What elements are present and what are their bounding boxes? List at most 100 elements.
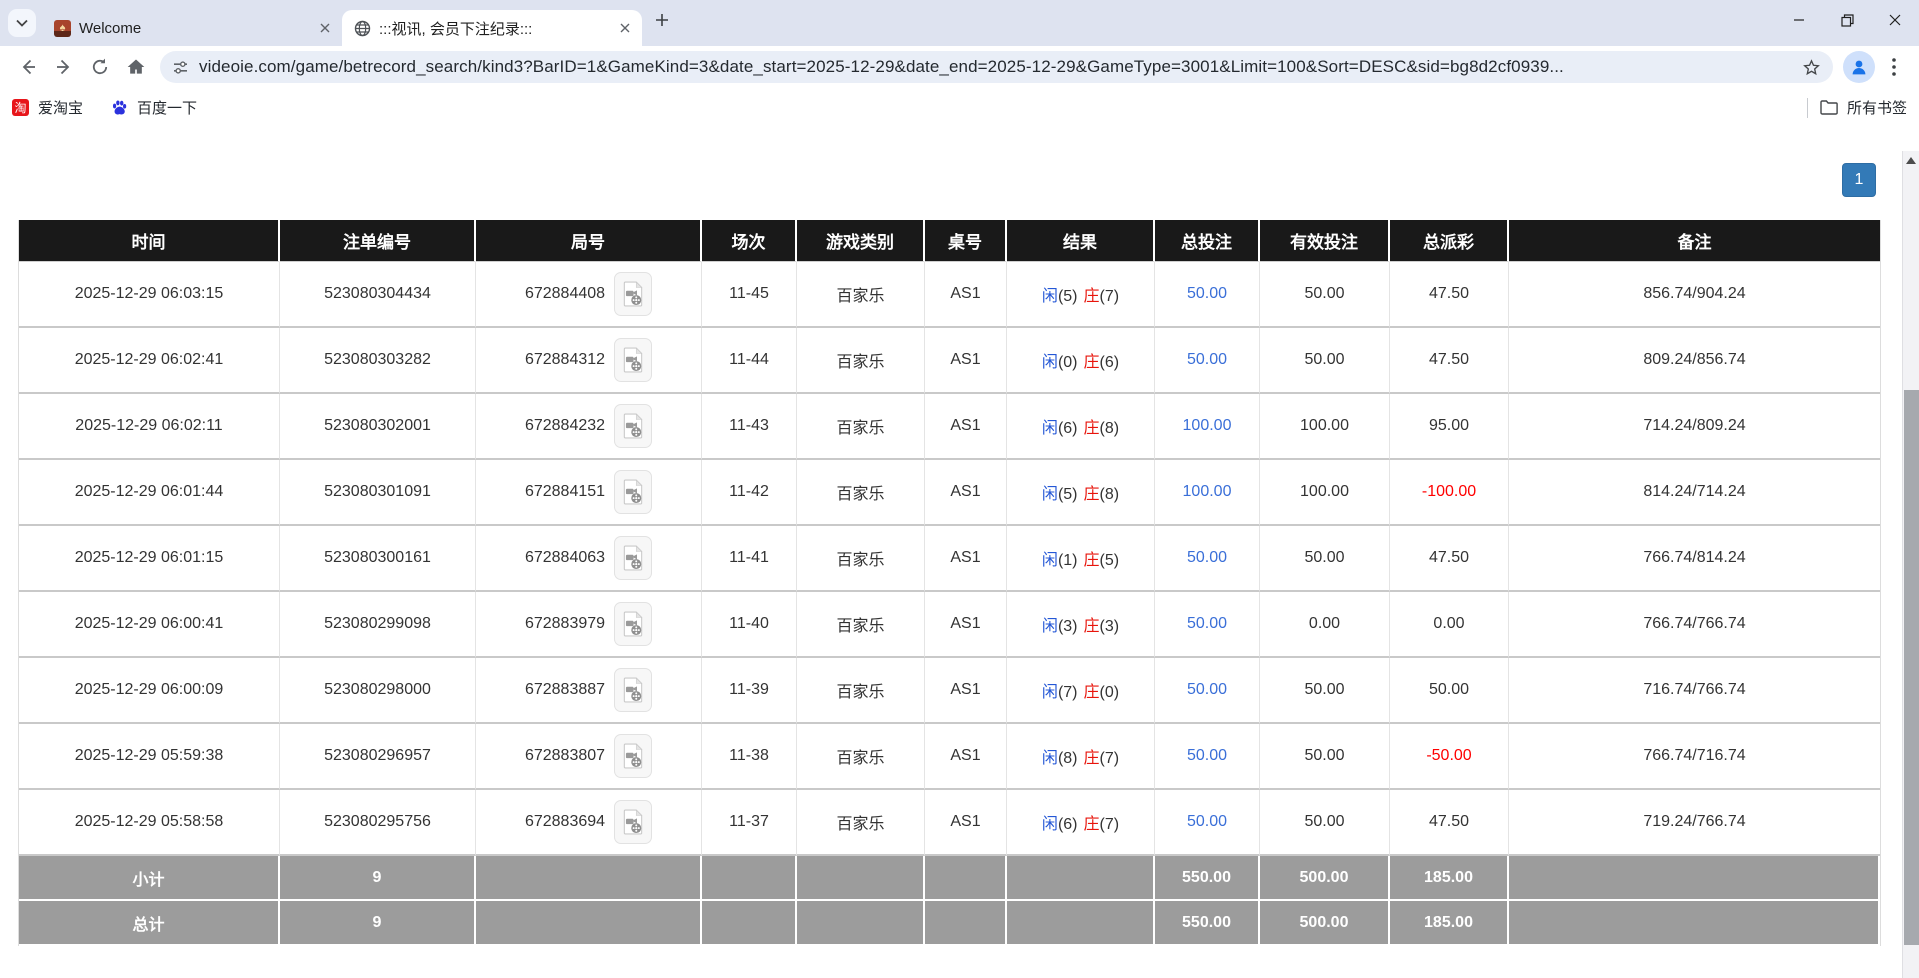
minimize-button[interactable] <box>1775 0 1823 40</box>
vertical-scrollbar[interactable] <box>1902 151 1919 978</box>
summary-row: 小计 9 550.00 500.00 185.00 <box>19 856 1880 901</box>
remark-cell: 766.74/766.74 <box>1509 592 1880 658</box>
table-row: 2025-12-29 05:58:58 523080295756 6728836… <box>19 790 1880 856</box>
summary-empty-cell <box>797 856 925 901</box>
total-bet-cell[interactable]: 50.00 <box>1155 724 1260 790</box>
time-cell: 2025-12-29 06:03:15 <box>19 262 280 328</box>
browser-menu-button[interactable] <box>1879 49 1909 85</box>
taobao-icon: 淘 <box>12 99 29 116</box>
person-icon <box>1852 60 1866 75</box>
summary-label-cell: 总计 <box>19 901 280 946</box>
scrollbar-thumb[interactable] <box>1904 390 1919 945</box>
total-bet-cell[interactable]: 50.00 <box>1155 790 1260 856</box>
column-header: 时间 <box>19 220 280 262</box>
home-button[interactable] <box>118 49 154 85</box>
bookmark-baidu[interactable]: 百度一下 <box>111 97 197 118</box>
back-icon <box>22 59 35 75</box>
payout-cell: -50.00 <box>1390 724 1509 790</box>
column-header: 桌号 <box>925 220 1007 262</box>
profile-avatar[interactable] <box>1843 51 1875 83</box>
summary-empty-cell <box>702 901 797 946</box>
table-number-cell: AS1 <box>925 328 1007 394</box>
game-type-cell: 百家乐 <box>797 592 925 658</box>
remark-cell: 766.74/716.74 <box>1509 724 1880 790</box>
valid-bet-cell: 0.00 <box>1260 592 1390 658</box>
summary-total-bet-cell: 550.00 <box>1155 856 1260 901</box>
video-replay-button[interactable] <box>614 668 653 712</box>
video-replay-button[interactable] <box>614 272 653 316</box>
payout-cell: 0.00 <box>1390 592 1509 658</box>
bookmark-taobao[interactable]: 淘 爱淘宝 <box>12 97 83 118</box>
game-type-cell: 百家乐 <box>797 658 925 724</box>
video-replay-button[interactable] <box>614 800 653 844</box>
bookmark-label: 爱淘宝 <box>38 100 84 117</box>
banker-result-value: (0) <box>1099 684 1120 701</box>
tab-welcome[interactable]: ♠ Welcome <box>42 10 342 46</box>
scrollbar-up-button[interactable] <box>1903 151 1919 169</box>
baidu-paw-icon <box>112 100 127 115</box>
forward-button[interactable] <box>46 49 82 85</box>
video-replay-button[interactable] <box>614 470 653 514</box>
tab-close-icon[interactable] <box>616 19 634 37</box>
session-cell: 11-45 <box>702 262 797 328</box>
all-bookmarks-button[interactable]: 所有书签 <box>1820 97 1907 118</box>
total-bet-cell[interactable]: 50.00 <box>1155 262 1260 328</box>
round-number: 672884063 <box>524 549 606 566</box>
pagination-page-1-button[interactable]: 1 <box>1842 163 1876 197</box>
tab-search-button[interactable] <box>8 9 36 37</box>
total-bet-cell[interactable]: 50.00 <box>1155 526 1260 592</box>
summary-empty-cell <box>476 901 702 946</box>
banker-result-value: (5) <box>1099 552 1120 569</box>
video-replay-button[interactable] <box>614 734 653 778</box>
table-row: 2025-12-29 06:00:09 523080298000 6728838… <box>19 658 1880 724</box>
three-dot-menu-icon <box>1892 58 1896 76</box>
summary-valid-bet-cell: 500.00 <box>1260 856 1390 901</box>
bet-id-cell: 523080300161 <box>280 526 476 592</box>
tab-close-icon[interactable] <box>316 19 334 37</box>
remark-cell: 766.74/814.24 <box>1509 526 1880 592</box>
total-bet-cell[interactable]: 50.00 <box>1155 658 1260 724</box>
banker-result-label: 庄 <box>1083 684 1100 701</box>
player-result-value: (5) <box>1057 288 1078 305</box>
total-bet-cell[interactable]: 100.00 <box>1155 460 1260 526</box>
round-number: 672884151 <box>524 483 606 500</box>
round-cell: 672883807 <box>476 724 702 790</box>
banker-result-value: (7) <box>1099 816 1120 833</box>
table-number-cell: AS1 <box>925 262 1007 328</box>
video-replay-button[interactable] <box>614 536 653 580</box>
bookmark-star-icon[interactable] <box>1802 58 1821 77</box>
video-replay-button[interactable] <box>614 338 653 382</box>
new-tab-button[interactable] <box>648 6 676 34</box>
remark-cell: 716.74/766.74 <box>1509 658 1880 724</box>
all-bookmarks-label: 所有书签 <box>1846 100 1907 117</box>
welcome-favicon-icon: ♠ <box>54 19 71 37</box>
url-text: videoie.com/game/betrecord_search/kind3?… <box>199 57 1564 76</box>
reload-button[interactable] <box>82 49 118 85</box>
column-header: 备注 <box>1509 220 1880 262</box>
player-result-label: 闲 <box>1041 354 1058 371</box>
back-button[interactable] <box>10 49 46 85</box>
tab-bet-record[interactable]: :::视讯, 会员下注纪录::: <box>342 10 642 46</box>
time-cell: 2025-12-29 06:01:44 <box>19 460 280 526</box>
session-cell: 11-38 <box>702 724 797 790</box>
video-replay-button[interactable] <box>614 602 653 646</box>
table-number-cell: AS1 <box>925 592 1007 658</box>
game-type-cell: 百家乐 <box>797 460 925 526</box>
summary-empty-cell <box>925 901 1007 946</box>
result-cell: 闲(5) 庄(7) <box>1007 262 1155 328</box>
payout-cell: 47.50 <box>1390 790 1509 856</box>
plus-icon <box>656 14 668 26</box>
url-bar[interactable]: videoie.com/game/betrecord_search/kind3?… <box>160 51 1833 83</box>
total-bet-cell[interactable]: 50.00 <box>1155 592 1260 658</box>
total-bet-cell[interactable]: 100.00 <box>1155 394 1260 460</box>
table-header-row: 时间 注单编号 局号 场次 游戏类别 桌号 结果 总投注 有效投注 总派彩 备注 <box>19 220 1880 262</box>
close-window-button[interactable] <box>1871 0 1919 40</box>
video-replay-button[interactable] <box>614 404 653 448</box>
time-cell: 2025-12-29 06:02:11 <box>19 394 280 460</box>
valid-bet-cell: 50.00 <box>1260 328 1390 394</box>
total-bet-cell[interactable]: 50.00 <box>1155 328 1260 394</box>
restore-button[interactable] <box>1823 0 1871 40</box>
reload-icon <box>92 58 108 75</box>
table-row: 2025-12-29 06:01:15 523080300161 6728840… <box>19 526 1880 592</box>
